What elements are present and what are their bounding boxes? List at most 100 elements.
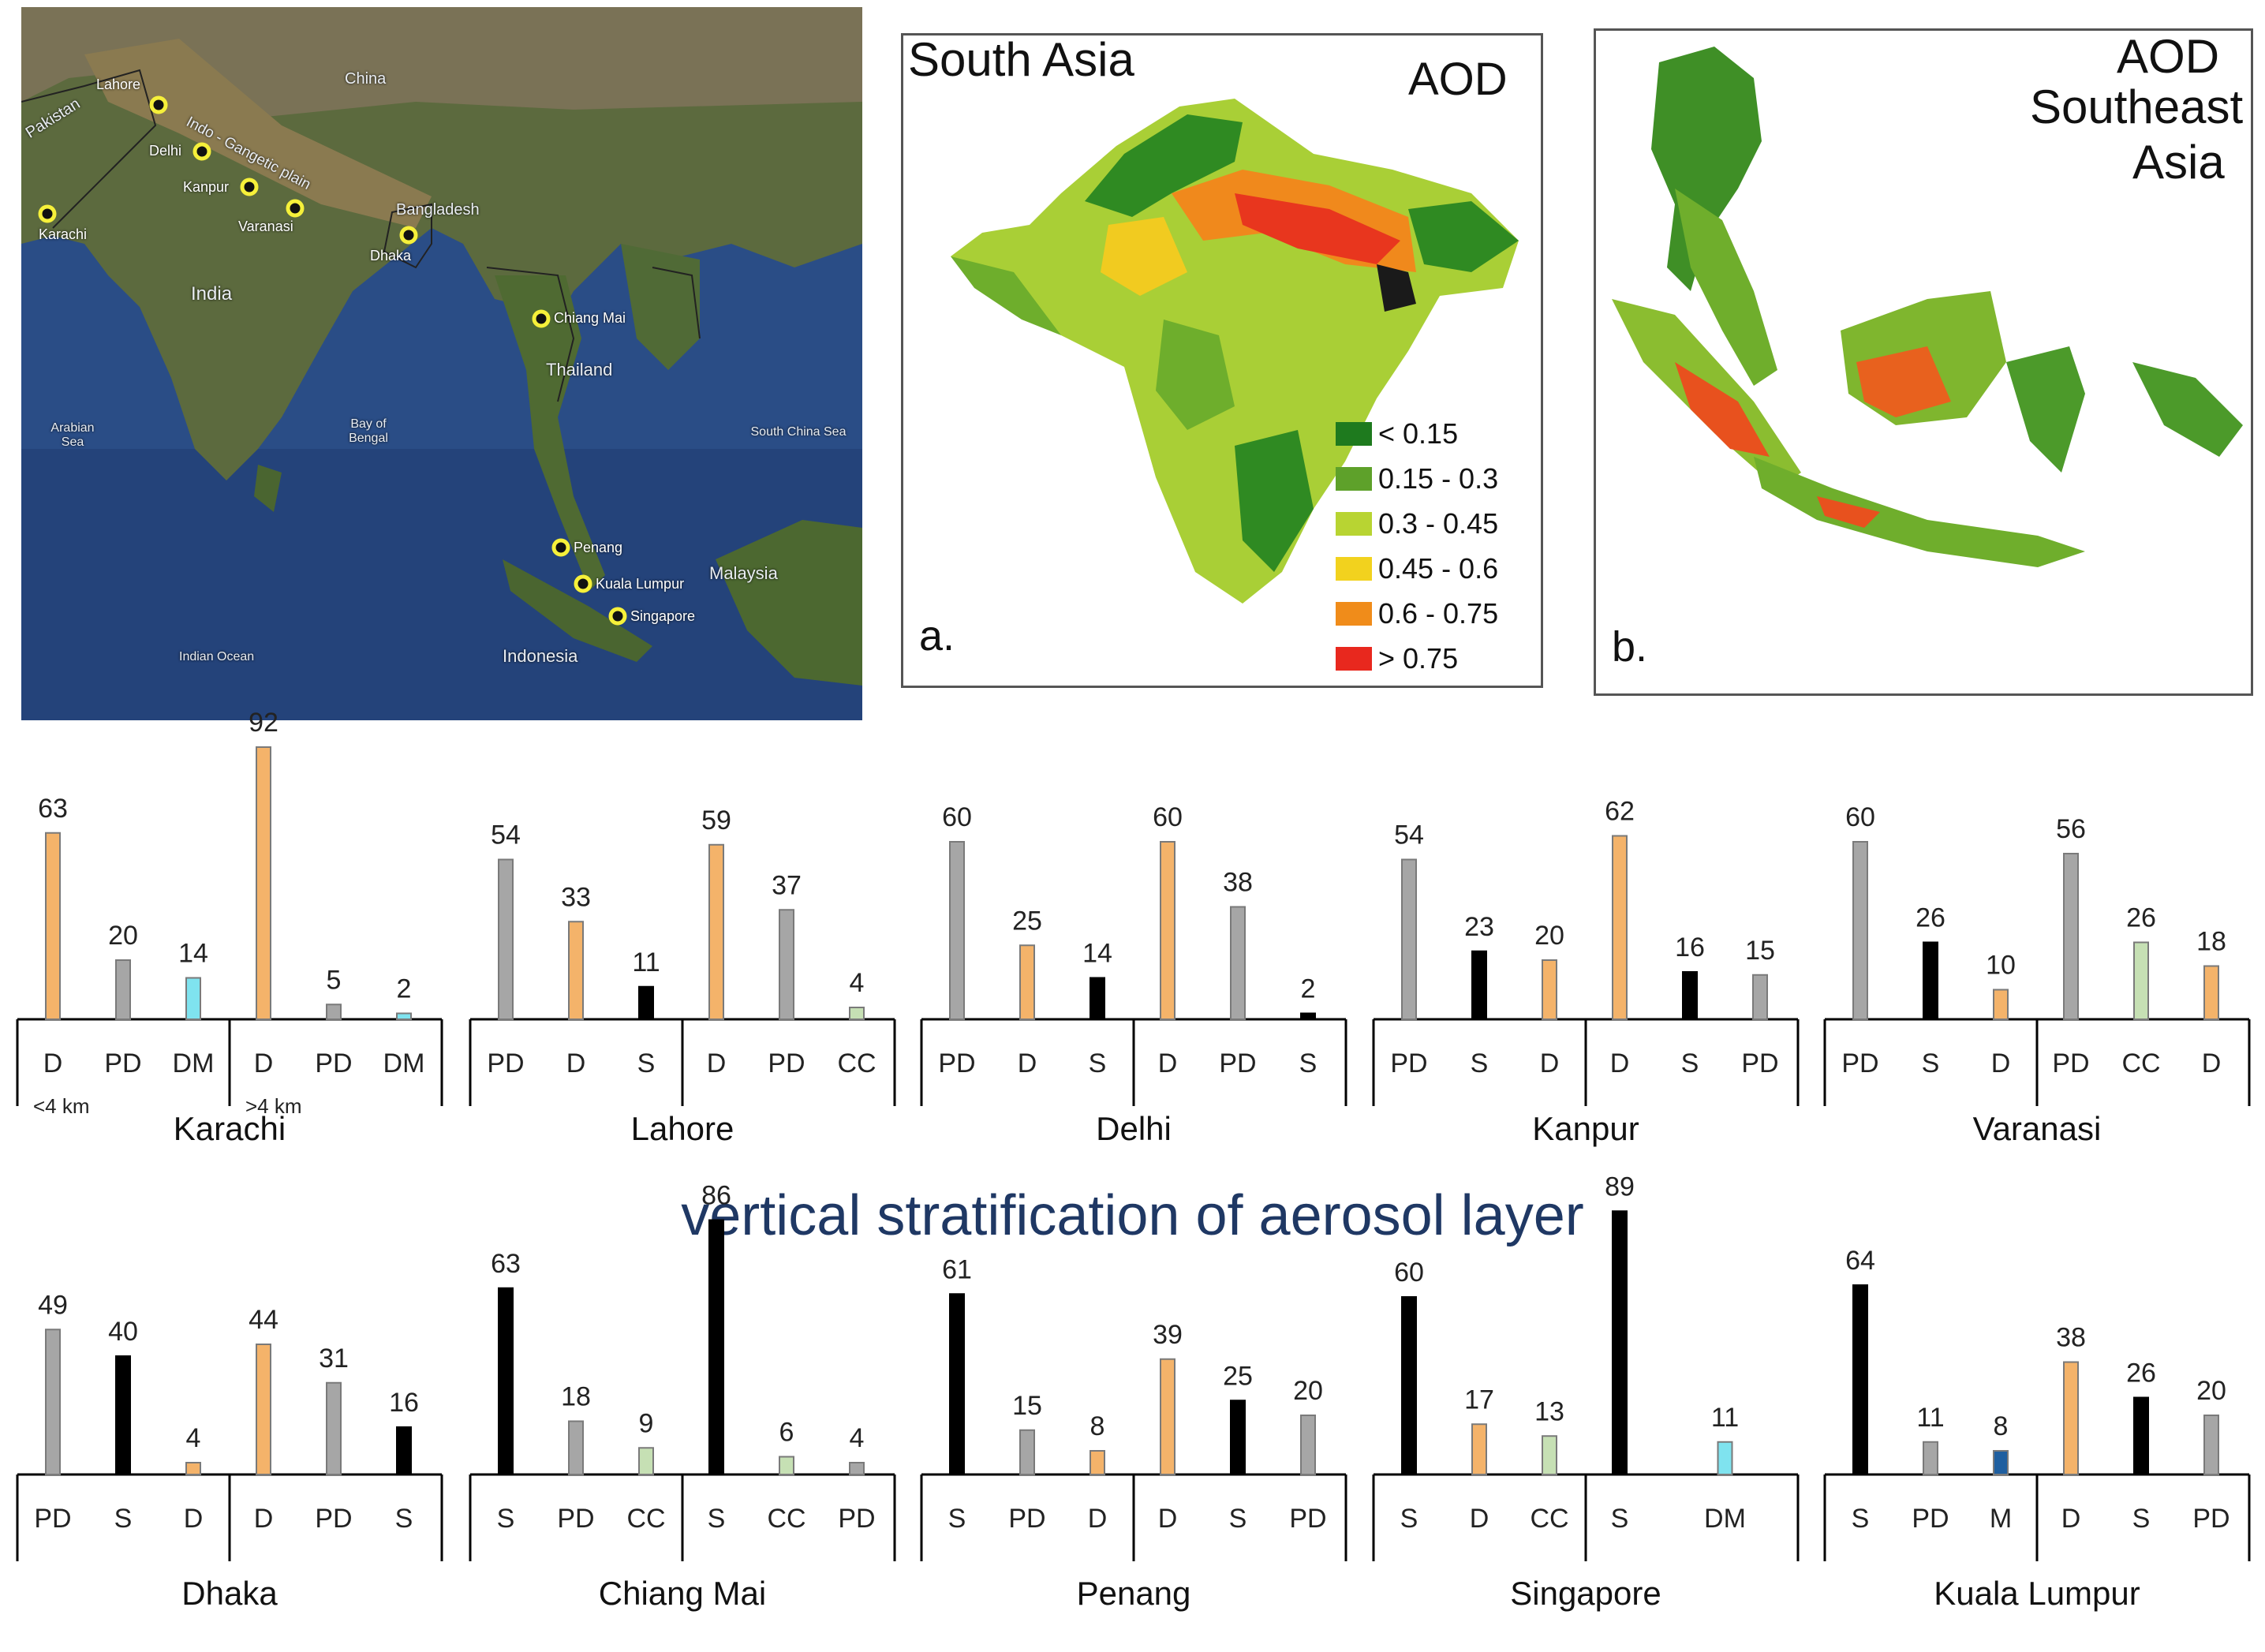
- category-tick-label: PD: [1912, 1504, 1949, 1534]
- category-tick-label: S: [497, 1504, 515, 1534]
- bar: [498, 858, 514, 1020]
- bar-value-label: 31: [319, 1344, 349, 1374]
- bar: [45, 1329, 61, 1475]
- bar-value-label: 54: [491, 820, 521, 850]
- city-chart-title: Kanpur: [1532, 1110, 1639, 1147]
- bar-value-label: 61: [942, 1254, 972, 1284]
- bar: [1993, 1450, 2009, 1475]
- city-label-kuala-lumpur: Kuala Lumpur: [596, 576, 685, 592]
- map-a-panel-label: a.: [919, 612, 955, 660]
- bar: [949, 1293, 965, 1475]
- bar: [1471, 950, 1487, 1020]
- city-label-varanasi: Varanasi: [238, 219, 293, 234]
- bar: [1852, 841, 1868, 1020]
- category-tick-label: PD: [2052, 1048, 2089, 1078]
- category-tick-label: CC: [837, 1048, 876, 1078]
- category-tick-label: S: [1852, 1504, 1870, 1534]
- category-tick-label: D: [566, 1048, 586, 1078]
- bar-value-label: 63: [38, 794, 68, 824]
- city-chart-title: Kuala Lumpur: [1934, 1575, 2140, 1612]
- bar-value-label: 20: [1293, 1376, 1323, 1406]
- bar: [1542, 959, 1557, 1020]
- bar: [45, 832, 61, 1020]
- bar-value-label: 11: [1711, 1403, 1739, 1433]
- bar-value-label: 26: [1916, 903, 1945, 933]
- bar-value-label: 15: [1012, 1391, 1042, 1421]
- category-tick-label: PD: [1390, 1048, 1427, 1078]
- bar: [708, 843, 724, 1020]
- map-b-panel-label: b.: [1612, 623, 1648, 671]
- map-b-region-title-line2: Asia: [2132, 136, 2225, 189]
- category-tick-label: S: [1611, 1504, 1629, 1534]
- city-label-chiang-mai: Chiang Mai: [554, 310, 626, 326]
- city-chart-title: Varanasi: [1973, 1110, 2102, 1147]
- legend-item: 0.3 - 0.45: [1336, 507, 1498, 540]
- bar-value-label: 33: [561, 882, 591, 912]
- bar-value-label: 40: [108, 1317, 138, 1347]
- category-tick-label: PD: [557, 1504, 594, 1534]
- bar: [708, 1219, 724, 1475]
- bar: [849, 1007, 865, 1020]
- category-tick-label: D: [1158, 1048, 1178, 1078]
- bar: [779, 1456, 794, 1475]
- bar-value-label: 15: [1745, 936, 1775, 966]
- legend-item: 0.15 - 0.3: [1336, 462, 1498, 495]
- bar: [326, 1381, 342, 1475]
- bar-value-label: 6: [779, 1418, 794, 1448]
- bar-value-label: 18: [561, 1382, 591, 1412]
- city-label-karachi: Karachi: [39, 226, 88, 242]
- bar-value-label: 38: [1223, 868, 1253, 898]
- category-tick-label: D: [1018, 1048, 1037, 1078]
- bar-value-label: 38: [2056, 1323, 2086, 1353]
- altitude-label: >4 km: [245, 1094, 302, 1118]
- bar: [115, 959, 131, 1020]
- bar-value-label: 37: [772, 870, 802, 900]
- bar: [1401, 1296, 1417, 1475]
- category-tick-label: CC: [2121, 1048, 2160, 1078]
- category-tick-label: DM: [1704, 1504, 1746, 1534]
- category-tick-label: S: [395, 1504, 413, 1534]
- category-tick-label: S: [2132, 1504, 2151, 1534]
- category-tick-label: S: [948, 1504, 966, 1534]
- bar-value-label: 2: [397, 974, 412, 1004]
- category-tick-label: S: [1089, 1048, 1107, 1078]
- bar: [1300, 1415, 1316, 1475]
- category-tick-label: S: [1400, 1504, 1418, 1534]
- category-tick-label: D: [1470, 1504, 1489, 1534]
- bar-value-label: 23: [1464, 912, 1494, 942]
- bar-value-label: 54: [1394, 820, 1424, 850]
- bar: [849, 1462, 865, 1475]
- bar: [1160, 1358, 1175, 1475]
- bar-value-label: 16: [1675, 933, 1705, 962]
- bar: [1542, 1435, 1557, 1475]
- bar: [2203, 1415, 2219, 1475]
- satellite-overview-map: Pakistan China India Bangladesh Thailand…: [21, 7, 862, 720]
- south-asia-aod-graphic: [951, 99, 1519, 604]
- category-tick-label: S: [1922, 1048, 1940, 1078]
- category-tick-label: S: [1299, 1048, 1318, 1078]
- category-tick-label: DM: [383, 1048, 425, 1078]
- country-label-malaysia: Malaysia: [709, 563, 778, 583]
- bar-value-label: 17: [1464, 1385, 1494, 1415]
- city-label-kanpur: Kanpur: [183, 179, 230, 195]
- satellite-map-graphic: [21, 7, 862, 720]
- bar-value-label: 4: [850, 1423, 865, 1453]
- map-b-region-title-line1: Southeast: [2030, 80, 2244, 133]
- southeast-asia-aod-graphic: [1612, 47, 2243, 567]
- bar: [2203, 965, 2219, 1020]
- legend-swatch: [1336, 647, 1372, 671]
- city-chart-title: Delhi: [1096, 1110, 1172, 1147]
- legend-label: 0.45 - 0.6: [1378, 552, 1499, 585]
- category-tick-label: PD: [315, 1048, 352, 1078]
- section-title: vertical stratification of aerosol layer: [681, 1184, 1584, 1247]
- bar: [1090, 1450, 1105, 1475]
- category-tick-label: DM: [173, 1048, 215, 1078]
- aod-map-south-asia: South Asia AOD a. < 0.15 0.15 - 0.3 0.3 …: [901, 33, 1543, 688]
- bar-value-label: 39: [1153, 1320, 1183, 1350]
- bar: [1401, 858, 1417, 1020]
- legend-swatch: [1336, 422, 1372, 446]
- bar-value-label: 56: [2056, 814, 2086, 844]
- category-tick-label: PD: [1741, 1048, 1778, 1078]
- bar: [1300, 1012, 1316, 1020]
- bar-value-label: 60: [1153, 802, 1183, 832]
